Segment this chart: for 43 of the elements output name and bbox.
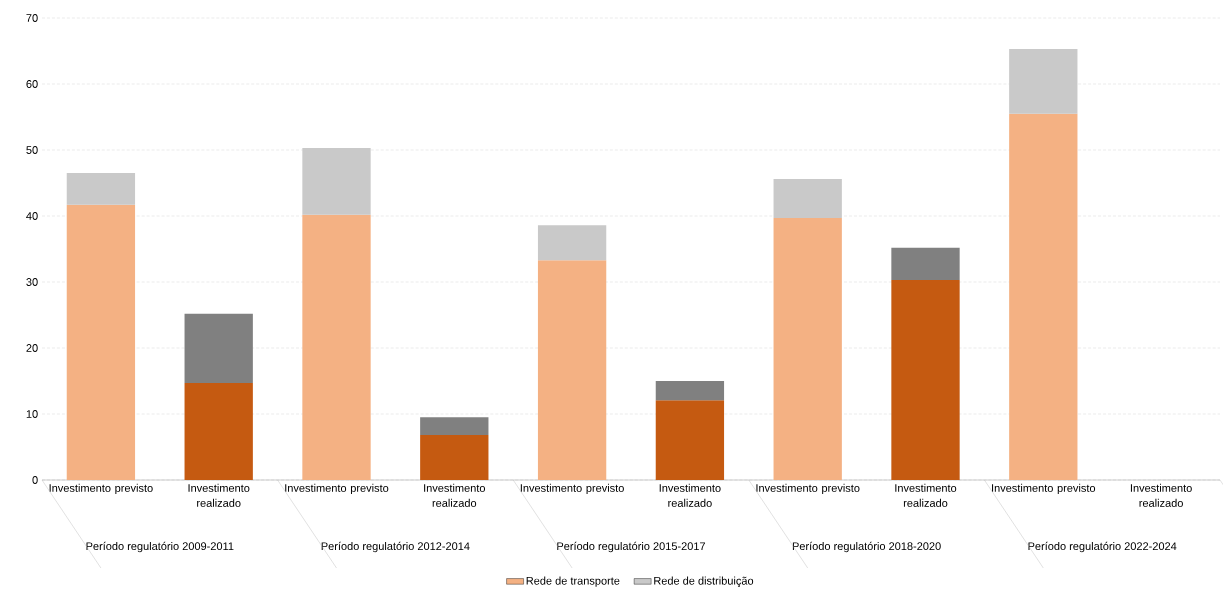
bar [655,400,725,480]
bar [891,247,960,281]
legend-label: Rede de transporte [526,576,620,587]
bar [420,417,489,436]
bar [773,179,842,218]
y-tick-label: 50 [26,146,38,154]
y-tick-label: 60 [26,80,38,88]
bar [537,260,607,480]
x-tick-label: Investimento previsto [49,483,153,495]
bar [891,280,960,480]
y-tick-label: 70 [26,14,38,22]
bar [302,214,371,480]
y-tick-label: 30 [26,278,38,286]
text: Período regulatório 2009-2011 [86,541,234,553]
bar [302,148,371,215]
bar [1009,49,1078,114]
text: Período regulatório 2022-2024 [1028,541,1177,553]
bar [66,204,136,480]
legend-label: Rede de distribuição [654,576,754,587]
x-tick-label: Investimento previsto [992,483,1096,495]
text: Período regulatório 2015-2017 [557,541,706,553]
bar [655,381,725,401]
bar [773,217,842,480]
bar [420,435,489,480]
bar [184,313,253,383]
bar [1009,113,1078,480]
x-tick-label: Investimento previsto [285,483,389,495]
bar [184,382,253,480]
x-tick-label: Investimento realizado [659,483,721,507]
text: Período regulatório 2018-2020 [792,541,941,553]
x-tick-label: Investimento realizado [424,483,486,507]
text: Período regulatório 2012-2014 [321,541,470,553]
x-tick-label: Investimento previsto [756,483,860,495]
x-tick-label: Investimento realizado [1130,483,1192,507]
bar [66,173,136,205]
bar [537,225,607,261]
y-tick-label: 0 [32,476,38,484]
y-tick-label: 10 [26,410,38,418]
y-tick-label: 20 [26,344,38,352]
x-tick-label: Investimento previsto [520,483,624,495]
y-tick-label: 40 [26,212,38,220]
x-tick-label: Investimento realizado [188,483,250,507]
x-tick-label: Investimento realizado [895,483,957,507]
